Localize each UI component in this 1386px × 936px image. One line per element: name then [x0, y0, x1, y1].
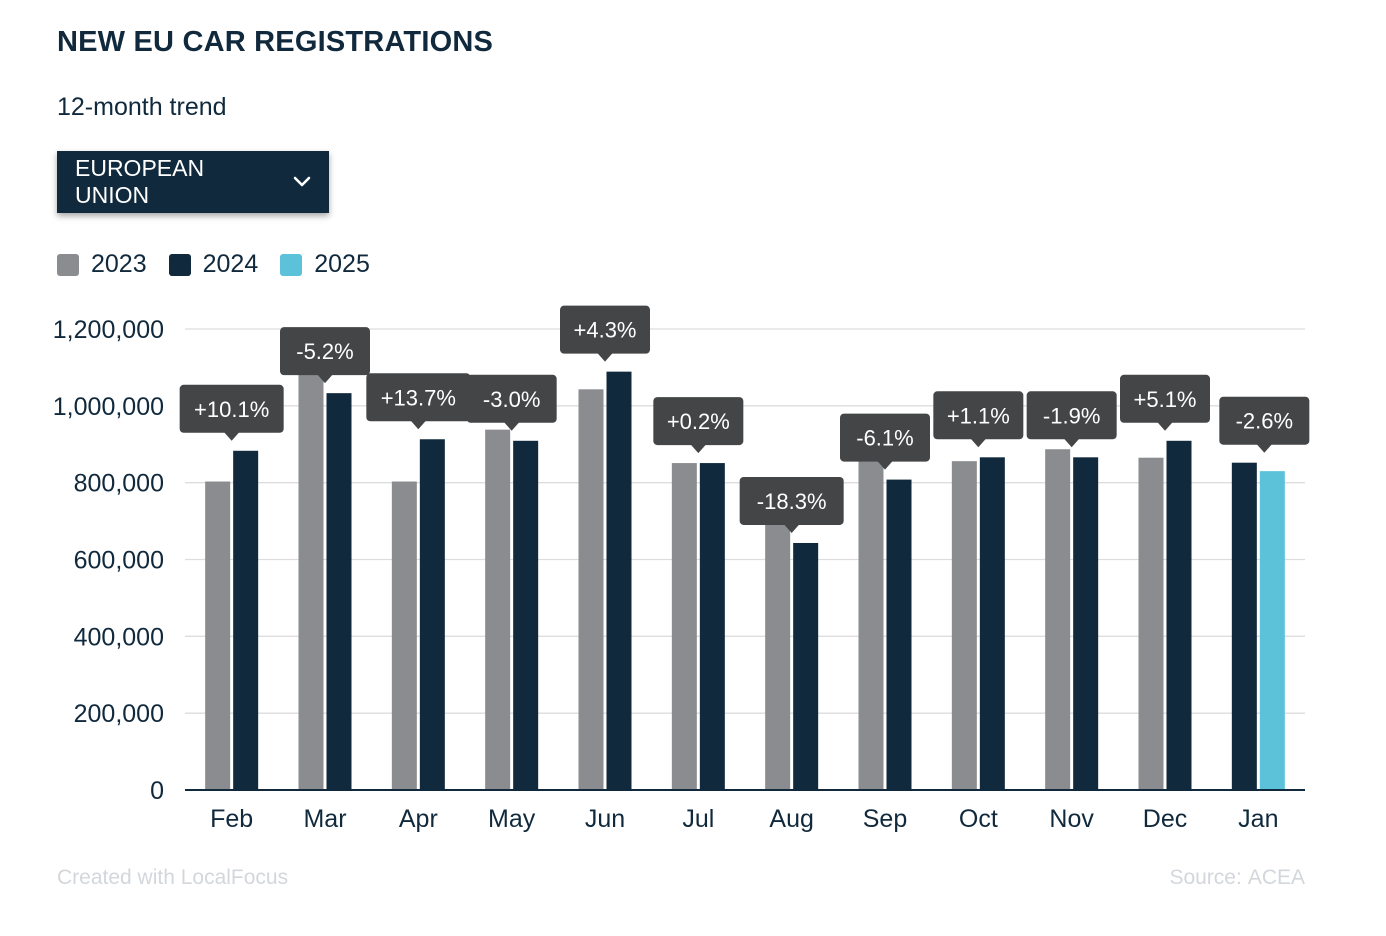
- change-label: +4.3%: [574, 318, 637, 343]
- change-label-box: [280, 327, 370, 376]
- chart-subtitle: 12-month trend: [57, 93, 227, 121]
- change-label: -5.2%: [296, 339, 353, 364]
- change-label: +10.1%: [194, 397, 269, 422]
- change-label-box: [179, 384, 284, 433]
- legend-swatch-2025: [280, 253, 303, 276]
- x-tick-label: Oct: [959, 805, 998, 833]
- change-label: +1.1%: [947, 403, 1010, 428]
- chart-legend: 2023 2024 2025: [57, 250, 370, 279]
- bar-2023-feb: [205, 481, 231, 790]
- legend-item-2025[interactable]: 2025: [280, 250, 370, 279]
- bar-2024-sep: [886, 479, 912, 790]
- x-tick-label: Dec: [1143, 805, 1187, 833]
- bar-2023-apr: [391, 481, 417, 790]
- x-tick-label: Mar: [303, 805, 346, 833]
- change-label-box: [840, 413, 930, 462]
- credit-text: Created with LocalFocus: [57, 866, 289, 889]
- bar-2024-aug: [793, 542, 819, 790]
- bar-2023-mar: [298, 373, 324, 790]
- change-label-pointer: [690, 444, 707, 454]
- change-label-box: [739, 476, 844, 525]
- legend-label-2025: 2025: [314, 250, 370, 278]
- bar-2023-oct: [951, 461, 977, 790]
- change-label-pointer: [410, 420, 427, 430]
- y-tick-label: 800,000: [74, 470, 164, 498]
- chevron-down-icon: [292, 172, 311, 192]
- change-label-box: [366, 373, 471, 422]
- bar-2023-dec: [1138, 457, 1164, 790]
- bar-2024-dec: [1166, 440, 1192, 790]
- source-text: Source: ACEA: [1169, 866, 1305, 890]
- x-tick-label: Feb: [210, 805, 253, 833]
- x-tick-label: Jan: [1238, 805, 1278, 833]
- change-label-box: [1219, 396, 1310, 445]
- change-label: -2.6%: [1236, 409, 1293, 434]
- y-tick-label: 400,000: [74, 623, 164, 651]
- change-label-pointer: [503, 421, 520, 431]
- bar-2025-jan: [1259, 471, 1285, 790]
- bar-2024-mar: [326, 393, 352, 790]
- bar-2023-aug: [765, 487, 791, 790]
- change-label-pointer: [597, 352, 613, 362]
- y-tick-label: 1,000,000: [53, 393, 164, 421]
- change-label-box: [1120, 374, 1210, 423]
- bar-2024-apr: [419, 439, 445, 790]
- change-label-box: [466, 374, 557, 423]
- change-label-pointer: [317, 374, 333, 384]
- bar-2023-may: [485, 429, 511, 790]
- legend-swatch-2023: [57, 253, 79, 276]
- change-label: +0.2%: [667, 409, 730, 434]
- region-dropdown-label: EUROPEAN UNION: [75, 155, 205, 208]
- bar-2024-oct: [979, 457, 1005, 790]
- legend-item-2023[interactable]: 2023: [57, 250, 147, 279]
- change-label-pointer: [1063, 438, 1080, 448]
- change-label: +5.1%: [1134, 387, 1197, 412]
- change-label: -18.3%: [757, 489, 827, 514]
- source-value: ACEA: [1247, 866, 1305, 889]
- change-label-pointer: [1157, 421, 1173, 431]
- chart-title: NEW EU CAR REGISTRATIONS: [57, 26, 494, 58]
- change-label-pointer: [877, 460, 893, 470]
- x-tick-label: Aug: [769, 805, 813, 833]
- bar-2023-sep: [858, 459, 884, 790]
- source-label: Source:: [1169, 866, 1242, 889]
- change-label-pointer: [970, 438, 987, 448]
- change-label-box: [933, 391, 1024, 440]
- change-label: +13.7%: [381, 385, 456, 410]
- change-label-pointer: [1256, 443, 1273, 453]
- bar-2023-jun: [578, 389, 604, 790]
- bar-2024-feb: [233, 450, 259, 790]
- change-label: -3.0%: [483, 387, 540, 412]
- bar-2024-jun: [606, 371, 632, 790]
- bar-2023-nov: [1045, 449, 1071, 790]
- legend-label-2023: 2023: [91, 250, 147, 278]
- legend-label-2024: 2024: [202, 250, 259, 278]
- x-tick-label: Nov: [1049, 805, 1094, 833]
- bar-2024-may: [513, 440, 539, 790]
- y-tick-label: 0: [150, 777, 164, 805]
- bar-chart: 0 200,000 400,000 600,000 800,000 1,000,000 1,…: [53, 305, 1310, 833]
- change-label: -6.1%: [856, 426, 913, 451]
- change-label-pointer: [223, 431, 240, 441]
- y-tick-label: 200,000: [74, 700, 164, 728]
- change-label-box: [653, 397, 744, 446]
- bar-2024-nov: [1073, 457, 1099, 790]
- legend-swatch-2024: [168, 253, 191, 276]
- change-label: -1.9%: [1043, 403, 1100, 428]
- change-label-box: [1026, 391, 1117, 440]
- legend-item-2024[interactable]: 2024: [168, 250, 259, 279]
- bar-2024-jul: [699, 463, 725, 790]
- bar-2024-jan: [1231, 462, 1257, 790]
- x-tick-label: Jun: [585, 805, 625, 833]
- x-tick-label: May: [488, 805, 536, 833]
- change-label-pointer: [783, 523, 800, 533]
- x-tick-label: Apr: [399, 805, 438, 833]
- x-tick-label: Sep: [863, 805, 907, 833]
- bar-2023-jul: [671, 463, 697, 790]
- change-label-box: [560, 305, 650, 354]
- x-tick-label: Jul: [682, 805, 714, 833]
- y-tick-label: 600,000: [74, 547, 164, 575]
- region-dropdown[interactable]: EUROPEAN UNION: [57, 151, 329, 213]
- y-tick-label: 1,200,000: [53, 316, 164, 344]
